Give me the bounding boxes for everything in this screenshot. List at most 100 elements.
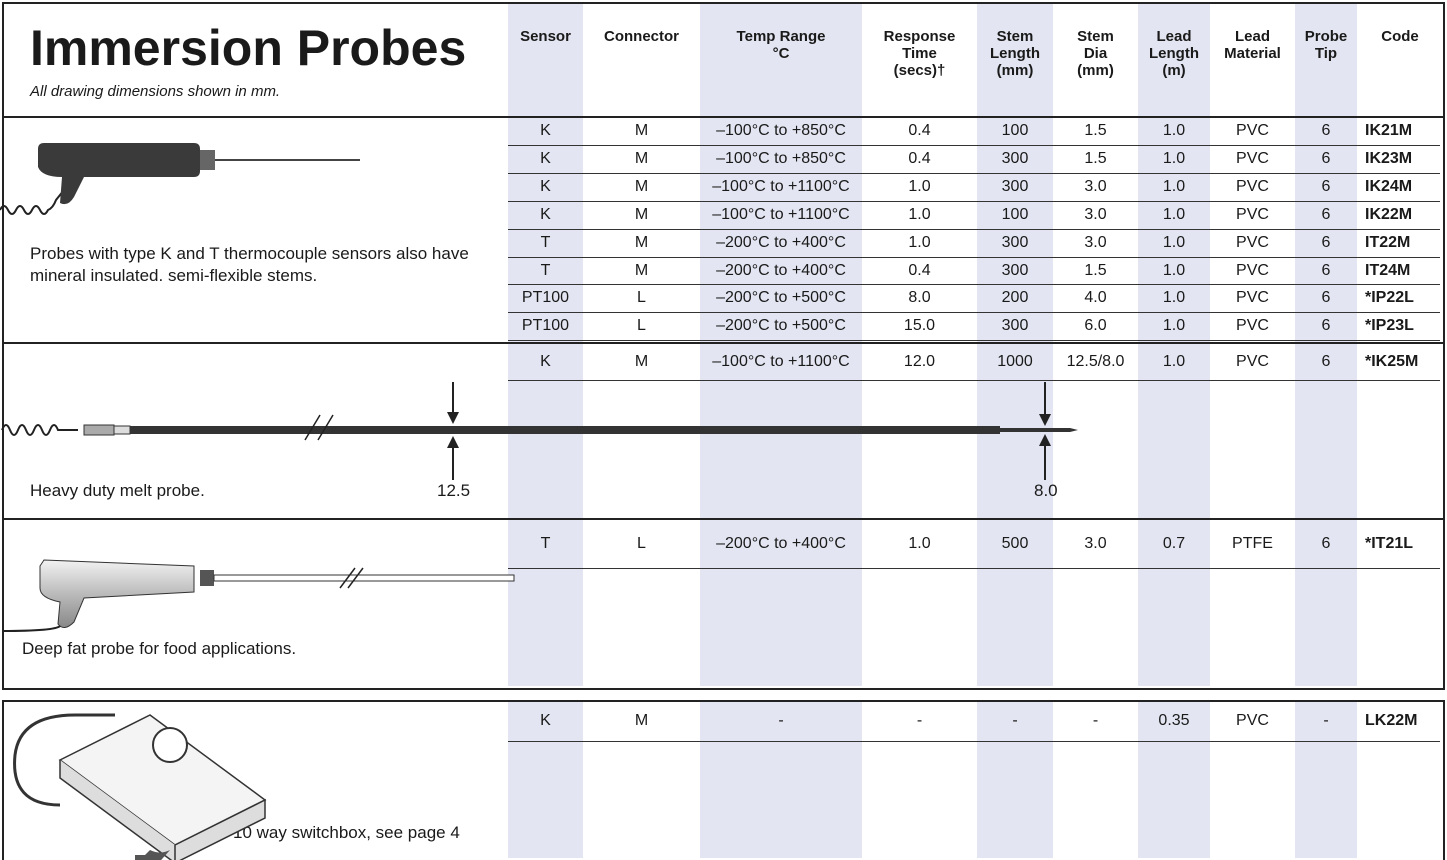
- cell: PT100: [521, 317, 570, 335]
- cell: PVC: [1236, 122, 1269, 139]
- product-code: IK24M: [1365, 177, 1413, 195]
- cell: –200°C to +500°C: [716, 289, 846, 307]
- description: Heavy duty melt probe.: [30, 481, 205, 500]
- cell: 300: [1001, 149, 1029, 167]
- cell: M: [634, 233, 649, 251]
- cell: T: [540, 535, 551, 552]
- cell: M: [634, 122, 649, 139]
- cell: M: [634, 712, 649, 729]
- cell: 6: [1321, 289, 1331, 307]
- section-rule: [2, 116, 1443, 118]
- column-header: Lead Material: [1224, 28, 1281, 62]
- row-rule: [508, 144, 1440, 146]
- column-band: [1295, 700, 1357, 858]
- probe-tip: [1000, 428, 1070, 432]
- cell: PVC: [1236, 177, 1269, 195]
- product-code: IK23M: [1365, 149, 1413, 167]
- probe-handle: [39, 559, 195, 628]
- cell: T: [540, 261, 551, 279]
- cell: 1.0: [1162, 289, 1186, 307]
- column-band: [977, 700, 1053, 858]
- row-rule: [508, 741, 1440, 742]
- description: 10 way switchbox, see page 4: [233, 823, 460, 842]
- column-header: Probe Tip: [1304, 28, 1348, 62]
- box-border: [2, 700, 1445, 860]
- cell: 4.0: [1084, 289, 1107, 307]
- probe-point: [1070, 428, 1078, 432]
- row-rule: [508, 312, 1440, 314]
- product-code: *IP23L: [1365, 317, 1414, 335]
- cell: K: [540, 149, 551, 167]
- description: Probes with type K and T thermocouple se…: [30, 244, 469, 285]
- cell: PVC: [1236, 289, 1269, 307]
- switchbox-side: [59, 760, 266, 860]
- row-rule: [508, 284, 1440, 286]
- cell: 100: [1001, 122, 1029, 139]
- cell: 12.5/8.0: [1066, 353, 1125, 370]
- cell: PVC: [1236, 317, 1269, 335]
- cell: M: [634, 205, 649, 223]
- row-rule: [508, 568, 1440, 569]
- column-header: Code: [1381, 28, 1419, 45]
- cell: 6: [1321, 535, 1331, 552]
- cell: 1.0: [908, 233, 931, 251]
- cell: 1.0: [1162, 177, 1186, 195]
- subtitle: All drawing dimensions shown in mm.: [30, 83, 281, 100]
- column-header: Stem Dia (mm): [1077, 28, 1114, 79]
- cell: K: [540, 353, 551, 370]
- cell: 1.0: [1162, 122, 1186, 139]
- cell: 12.0: [903, 353, 936, 370]
- switch-knob: [152, 727, 188, 763]
- product-code: IK21M: [1365, 122, 1413, 139]
- cell: 1.5: [1084, 261, 1107, 279]
- probe-collar: [200, 150, 215, 170]
- cell: L: [637, 289, 646, 307]
- cell: 6: [1321, 177, 1331, 195]
- cell: –200°C to +400°C: [716, 261, 846, 279]
- cell: 1.0: [908, 177, 931, 195]
- cell: L: [637, 535, 646, 552]
- cell: -: [1012, 712, 1018, 729]
- cell: 1.0: [1162, 205, 1186, 223]
- title: Immersion Probes: [30, 20, 467, 76]
- arrow-head: [447, 412, 459, 424]
- cable-drawing: [13, 713, 115, 807]
- cell: –100°C to +1100°C: [712, 205, 850, 223]
- cell: PVC: [1236, 149, 1269, 167]
- break-mark: [304, 414, 334, 441]
- cell: 1.5: [1084, 122, 1107, 139]
- row-rule: [508, 200, 1440, 202]
- product-code: IT24M: [1365, 261, 1411, 279]
- cell: 6: [1321, 353, 1331, 370]
- cell: 6: [1321, 122, 1331, 139]
- column-band: [508, 700, 583, 858]
- cable-drawing: [1, 625, 61, 632]
- cell: PT100: [521, 289, 570, 307]
- cell: 1.0: [1162, 149, 1186, 167]
- arrow-head: [447, 436, 459, 448]
- probe-collar: [113, 425, 131, 435]
- row-rule: [508, 256, 1440, 258]
- cell: –200°C to +500°C: [716, 317, 846, 335]
- cell: –100°C to +1100°C: [712, 353, 850, 370]
- cell: M: [634, 177, 649, 195]
- cell: M: [634, 353, 649, 370]
- cell: 3.0: [1084, 233, 1107, 251]
- cell: PVC: [1236, 353, 1269, 370]
- cell: 200: [1001, 289, 1029, 307]
- cell: -: [1323, 712, 1329, 729]
- column-header: Temp Range °C: [736, 28, 826, 62]
- cell: 6.0: [1084, 317, 1107, 335]
- cell: 300: [1001, 177, 1029, 195]
- cell: 1.0: [1162, 261, 1186, 279]
- cell: –200°C to +400°C: [716, 233, 846, 251]
- cell: PVC: [1236, 261, 1269, 279]
- cell: PVC: [1236, 205, 1269, 223]
- cell: 300: [1001, 233, 1029, 251]
- column-header: Response Time (secs)†: [883, 28, 956, 79]
- column-band: [1138, 700, 1210, 858]
- cell: 100: [1001, 205, 1029, 223]
- probe-stem: [213, 574, 515, 582]
